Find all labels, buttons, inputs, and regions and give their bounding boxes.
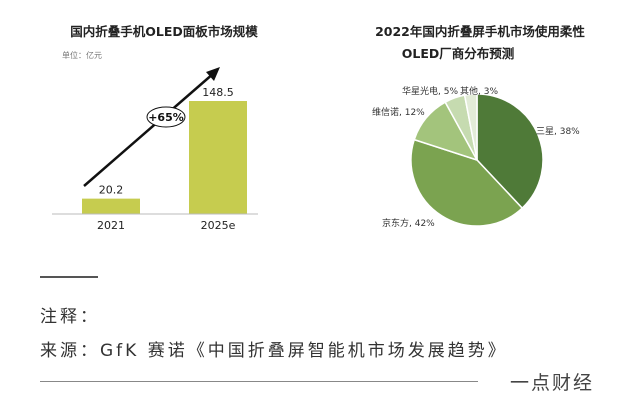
pie-chart-title-line2: OLED厂商分布预测 <box>402 46 515 61</box>
pie-slice-label: 维信诺, 12% <box>372 106 425 118</box>
bar-2025e <box>189 101 247 214</box>
bottom-divider <box>40 381 478 382</box>
pie-slice-label: 其他, 3% <box>460 85 498 97</box>
growth-arrow <box>83 67 220 187</box>
notes-label: 注释： <box>40 307 100 327</box>
growth-badge: +65% <box>146 106 186 128</box>
pie-slice <box>410 138 524 227</box>
bar-2021 <box>82 198 140 214</box>
pie-slice <box>463 93 478 161</box>
bar-chart-title: 国内折叠手机OLED面板市场规模 <box>70 24 258 39</box>
x-tick-label: 2025e <box>201 219 236 232</box>
pie-slice-label: 华星光电, 5% <box>402 85 458 97</box>
x-tick-label: 2021 <box>97 219 125 232</box>
decorative-divider <box>40 276 98 278</box>
pie-chart: 2022年国内折叠屏手机市场使用柔性 OLED厂商分布预测 三星, 38% 京东方… <box>372 24 585 229</box>
pie-chart-title-line1: 2022年国内折叠屏手机市场使用柔性 <box>375 24 585 39</box>
bar-value-label: 148.5 <box>202 86 234 99</box>
pie-slice <box>476 93 544 210</box>
bar-value-label: 20.2 <box>99 184 124 197</box>
bar-chart-unit: 单位：亿元 <box>62 50 102 60</box>
source-note: 来源：GfK 赛诺《中国折叠屏智能机市场发展趋势》 <box>40 341 508 361</box>
pie-slice-label: 京东方, 42% <box>382 217 435 229</box>
growth-annotation: +65% <box>148 111 184 124</box>
bar-chart: 国内折叠手机OLED面板市场规模 单位：亿元 20.2 2021 148.5 2025… <box>52 24 258 232</box>
brand-logo-text: 一点财经 <box>510 372 595 394</box>
pie-slice-label: 三星, 38% <box>536 126 580 137</box>
